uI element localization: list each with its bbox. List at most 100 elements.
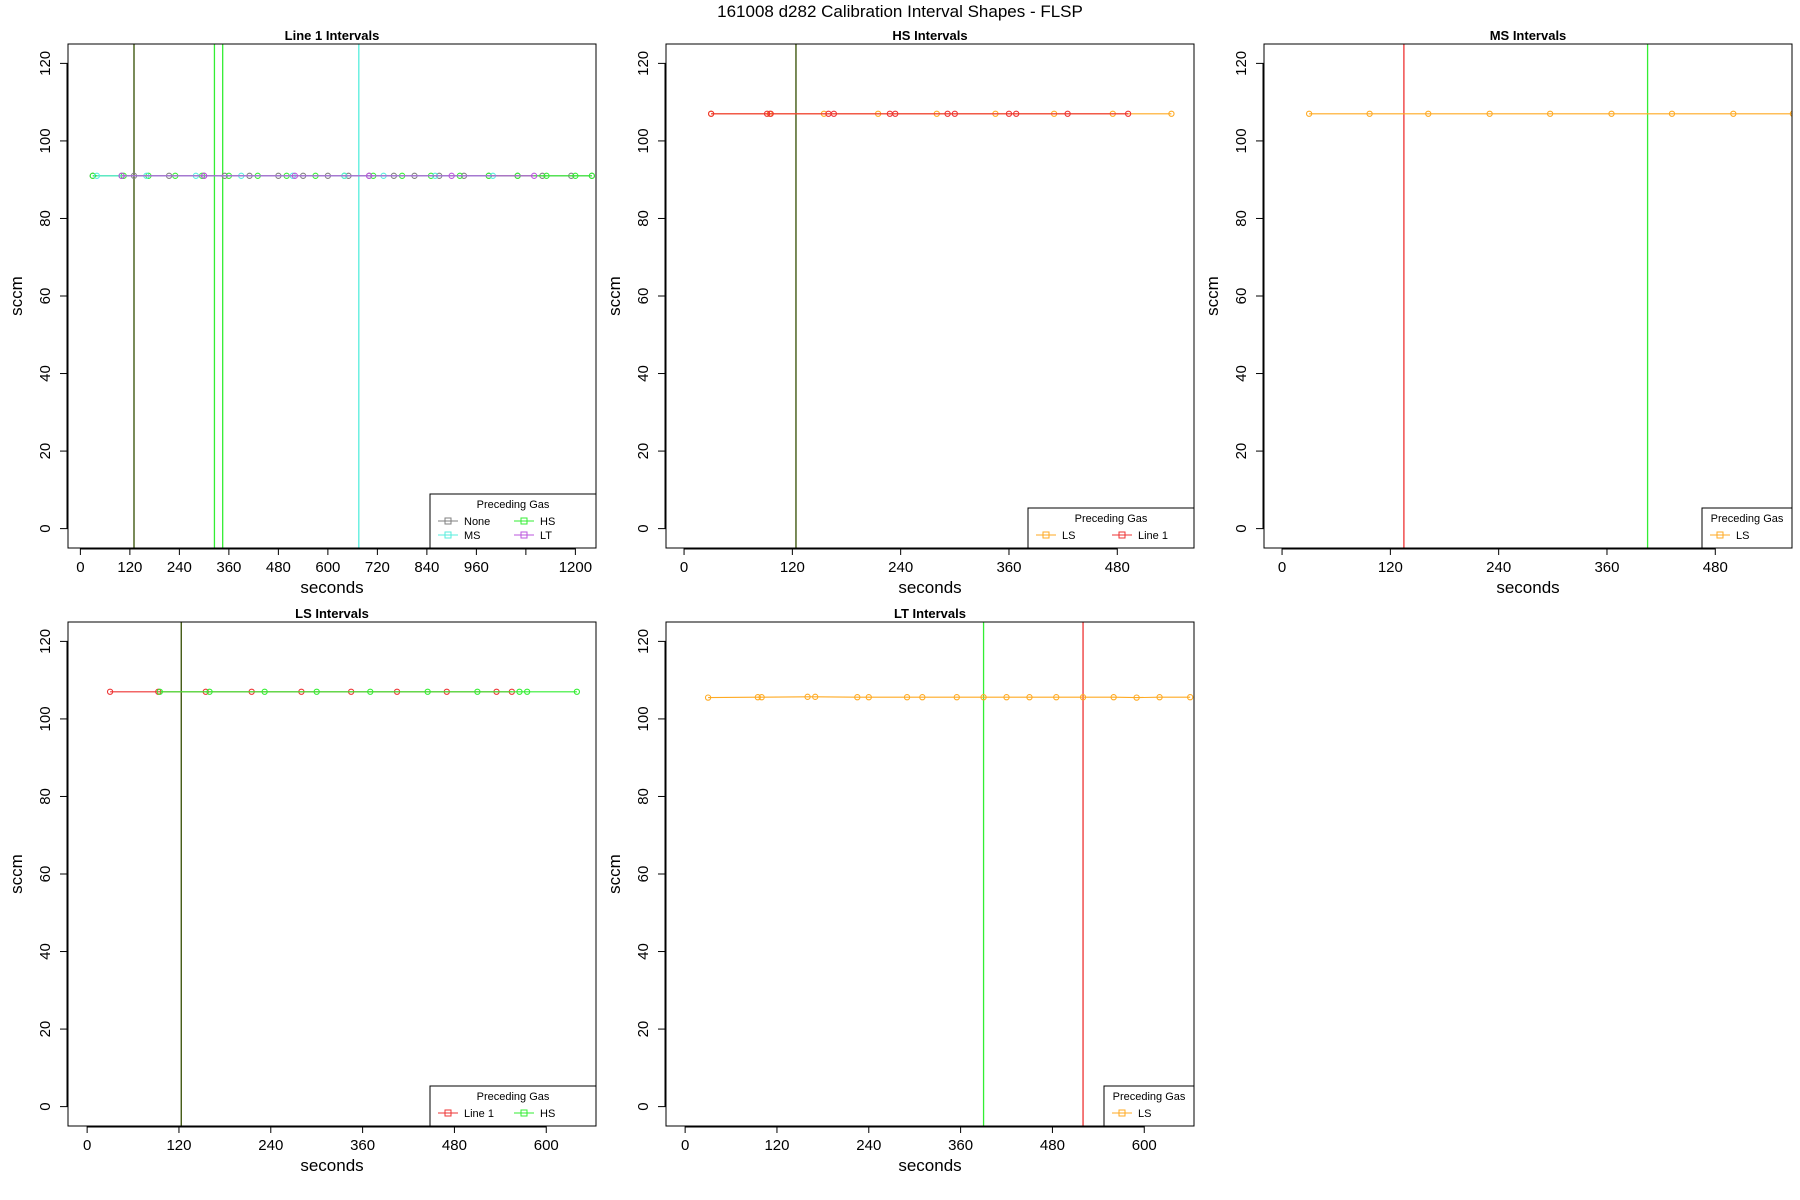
data-point-hs [573, 688, 581, 695]
y-tick-label: 60 [37, 288, 54, 305]
x-tick-label: 720 [365, 559, 390, 576]
data-point-line-1 [830, 110, 838, 117]
data-point-line-1 [707, 110, 715, 117]
x-tick-label: 360 [996, 559, 1021, 576]
y-tick-label: 20 [635, 1021, 652, 1038]
chart-panel-hs-intervals: HS Intervals 0 120 240 360 480 seconds 0 20 40 60 8… [605, 28, 1195, 597]
y-tick-label: 60 [635, 866, 652, 883]
data-point-hs [89, 172, 96, 179]
panel-title: LS Intervals [295, 606, 369, 621]
data-point-ls [1608, 110, 1615, 117]
panel-title: MS Intervals [1490, 28, 1567, 43]
data-point-ls [1668, 110, 1676, 117]
x-tick-label: 120 [780, 559, 805, 576]
chart-panel-ls-intervals: LS Intervals 0 120 240 360 480 600 seconds 0 20 40… [7, 606, 597, 1175]
data-point-hs [474, 688, 481, 695]
data-point-lt [448, 172, 455, 179]
legend-entry-ls: LS [1036, 530, 1075, 542]
data-point-ls [1305, 110, 1313, 117]
legend-title: Preceding Gas [1113, 1091, 1186, 1103]
data-point-ls [903, 694, 911, 701]
y-axis-label: sccm [605, 854, 624, 894]
data-point-ls [1486, 110, 1493, 117]
data-point-ls [1546, 110, 1554, 117]
data-point-hs [156, 688, 163, 695]
data-point-ls [1425, 110, 1432, 117]
x-tick-label: 360 [350, 1137, 375, 1154]
x-tick-label: 480 [266, 559, 291, 576]
legend-entry-hs: HS [514, 516, 555, 528]
data-point-ls [1053, 694, 1060, 701]
plot-frame [665, 43, 1195, 549]
y-tick-label: 80 [635, 788, 652, 805]
legend-label: HS [540, 1108, 555, 1120]
legend: Preceding Gas LS [1701, 507, 1793, 549]
panel-title: Line 1 Intervals [285, 28, 380, 43]
y-tick-label: 20 [37, 443, 54, 460]
data-point-ls [1187, 694, 1194, 701]
y-tick-label: 80 [1233, 210, 1250, 227]
y-tick-label: 20 [1233, 443, 1250, 460]
data-point-line-1 [106, 688, 114, 695]
y-tick-label: 80 [37, 210, 54, 227]
x-tick-label: 360 [1594, 559, 1619, 576]
data-point-ls [1003, 694, 1010, 701]
data-point-ls [854, 694, 861, 701]
y-axis-label: sccm [7, 276, 26, 316]
data-point-hs [367, 688, 374, 695]
x-tick-label: 0 [681, 1137, 689, 1154]
y-tick-label: 0 [635, 524, 652, 532]
y-tick-label: 40 [635, 943, 652, 960]
x-tick-label: 1200 [559, 559, 592, 576]
data-point-ls [1789, 110, 1792, 117]
x-tick-label: 240 [1486, 559, 1511, 576]
x-tick-label: 480 [442, 1137, 467, 1154]
data-point-ls [1026, 694, 1033, 701]
data-point-ls [1110, 694, 1117, 701]
panel-title: LT Intervals [894, 606, 966, 621]
data-point-ls [980, 694, 987, 701]
data-point-line-1 [763, 110, 771, 117]
legend: Preceding Gas Line 1 HS [429, 1085, 597, 1127]
y-tick-label: 20 [635, 443, 652, 460]
y-tick-label: 0 [37, 1102, 54, 1110]
figure-title: 161008 d282 Calibration Interval Shapes … [717, 2, 1083, 21]
x-axis-label: seconds [300, 578, 363, 597]
y-tick-label: 100 [635, 128, 652, 153]
legend-label: LS [1736, 530, 1749, 542]
x-tick-label: 600 [534, 1137, 559, 1154]
y-tick-label: 120 [635, 51, 652, 76]
x-tick-label: 360 [216, 559, 241, 576]
data-point-hs [424, 688, 431, 695]
legend-label: MS [464, 530, 481, 542]
data-point-hs [588, 172, 596, 179]
y-tick-label: 120 [37, 51, 54, 76]
legend-entry-ls: LS [1112, 1108, 1151, 1120]
legend-title: Preceding Gas [1711, 513, 1784, 525]
y-tick-label: 0 [1233, 524, 1250, 532]
y-tick-label: 20 [37, 1021, 54, 1038]
x-tick-label: 480 [1703, 559, 1728, 576]
data-point-line-1 [767, 110, 774, 117]
y-tick-label: 100 [37, 128, 54, 153]
chart-panel-ms-intervals: MS Intervals 0 120 240 360 480 seconds 0 20 40 60 8… [1203, 28, 1793, 597]
data-point-hs [313, 688, 320, 695]
data-point-ls [758, 694, 765, 701]
data-point-ls [919, 694, 926, 701]
data-point-line-1 [892, 110, 899, 117]
data-point-line-1 [1005, 110, 1013, 117]
y-tick-label: 40 [1233, 365, 1250, 382]
plot-frame [67, 621, 597, 1127]
y-tick-label: 60 [635, 288, 652, 305]
data-point-line-1 [1124, 110, 1132, 117]
legend-entry-lt: LT [514, 530, 552, 542]
data-point-ls [1133, 694, 1140, 701]
x-tick-label: 0 [76, 559, 84, 576]
data-point-hs [516, 688, 523, 695]
x-tick-label: 120 [764, 1137, 789, 1154]
x-tick-label: 120 [1378, 559, 1403, 576]
x-axis-label: seconds [898, 1156, 961, 1175]
